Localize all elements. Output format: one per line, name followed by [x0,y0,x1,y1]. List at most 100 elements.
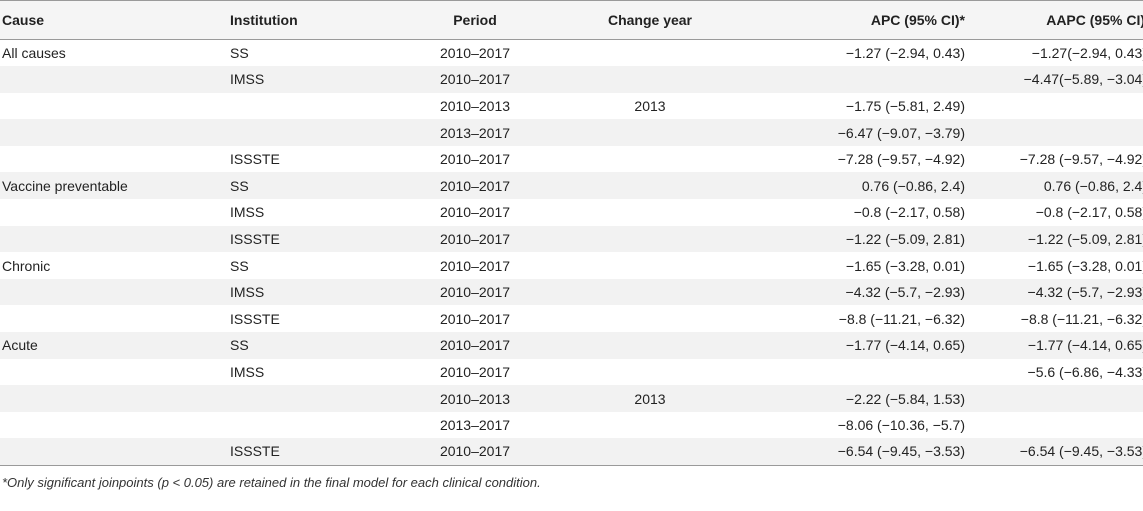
cell-apc: −1.65 (−3.28, 0.01) [845,257,965,274]
cell-change-year [570,199,730,226]
cell-change-year [570,146,730,173]
cell-institution [230,385,380,412]
cell-apc: −4.32 (−5.7, −2.93) [730,278,965,306]
cell-institution: SS [230,172,380,200]
table-row: ISSSTE 2010–2017 −6.54 (−9.45, −3.53) −6.54… [0,438,1143,466]
table-row: 2013–2017 −6.47 (−9.07, −3.79) [0,119,1143,146]
cell-cause [0,146,230,173]
cell-apc: −2.22 (−5.84, 1.53) [730,385,965,412]
table-row: Chronic SS 2010–2017 −1.65 (−3.28, 0.01) −1.… [0,252,1143,279]
cell-aapc [965,93,1143,120]
cell-aapc: −4.47(−5.89, −3.04) [965,66,1143,93]
header-period: Period [380,0,570,40]
cell-change-year [570,252,730,279]
cell-cause [0,199,230,226]
cell-aapc: −7.28 (−9.57, −4.92) [1019,151,1143,168]
cell-cause [0,66,230,93]
cell-apc: −1.75 (−5.81, 2.49) [845,97,965,114]
cell-aapc: −1.27(−2.94, 0.43) [1031,45,1143,62]
cell-institution: ISSSTE [230,310,280,327]
cell-change-year [570,40,730,67]
cell-apc: −1.27 (−2.94, 0.43) [845,45,965,62]
table-footnote: *Only significant joinpoints (p < 0.05) … [2,474,541,490]
cell-change-year [570,438,730,466]
cell-institution [230,93,380,120]
cell-institution: IMSS [230,278,380,306]
cell-change-year [570,332,730,359]
cell-aapc: −0.8 (−2.17, 0.58) [1035,204,1143,221]
table-row: 2010–2013 2013 −1.75 (−5.81, 2.49) [0,93,1143,120]
cell-aapc: 0.76 (−0.86, 2.4) [965,172,1143,200]
cell-period: 2010–2017 [439,45,511,62]
header-row: Cause Institution Period Change year APC… [0,0,1143,40]
cell-period: 2013–2017 [439,417,511,434]
cell-aapc: −1.77 (−4.14, 0.65) [965,332,1143,359]
table-row: Acute SS 2010–2017 −1.77 (−4.14, 0.65) −1.77… [0,332,1143,359]
cell-institution: IMSS [230,204,265,221]
cell-change-year [570,278,730,306]
cell-period: 2010–2013 [380,385,570,412]
cell-cause [0,438,230,466]
cell-institution: IMSS [230,66,380,93]
cell-change-year [570,412,730,439]
table-row: 2010–2013 2013 −2.22 (−5.84, 1.53) [0,385,1143,412]
cell-cause [0,93,230,120]
table-row: ISSSTE 2010–2017 −8.8 (−11.21, −6.32) −8.8 … [0,305,1143,332]
cell-aapc [965,412,1143,439]
cell-apc: −6.47 (−9.07, −3.79) [730,119,965,146]
header-aapc: AAPC (95% CI) [965,0,1143,40]
table-row: All causes SS 2010–2017 −1.27 (−2.94, 0.43)… [0,40,1143,67]
cell-change-year [570,172,730,200]
cell-cause [0,305,230,332]
table-row: ISSSTE 2010–2017 −1.22 (−5.09, 2.81) −1.22 … [0,225,1143,253]
cell-aapc [965,119,1143,146]
cell-cause: All causes [2,45,66,62]
cell-institution: ISSSTE [230,151,280,168]
cell-aapc: −5.6 (−6.86, −4.33) [1027,363,1143,380]
cell-change-year [570,225,730,253]
cell-period: 2010–2017 [439,310,511,327]
cell-institution: SS [230,257,249,274]
cell-cause [0,385,230,412]
cell-change-year [570,359,730,386]
cell-apc [730,66,965,93]
table-row: IMSS 2010–2017 −0.8 (−2.17, 0.58) −0.8 (−2.… [0,199,1143,226]
table-header: Cause Institution Period Change year APC… [0,0,1143,40]
cell-apc: −0.8 (−2.17, 0.58) [853,204,965,221]
cell-cause [0,225,230,253]
cell-period: 2013–2017 [380,119,570,146]
cell-cause: Chronic [2,257,51,274]
table-row: ISSSTE 2010–2017 −7.28 (−9.57, −4.92) −7.28… [0,146,1143,173]
cell-period: 2010–2017 [380,66,570,93]
cell-apc [730,359,965,386]
cell-institution: ISSSTE [230,225,380,253]
cell-apc: −7.28 (−9.57, −4.92) [837,151,965,168]
cell-aapc: −4.32 (−5.7, −2.93) [965,278,1143,306]
table-row: IMSS 2010–2017 −4.32 (−5.7, −2.93) −4.32 (−… [0,278,1143,306]
cell-apc: −1.22 (−5.09, 2.81) [730,225,965,253]
cell-apc: −6.54 (−9.45, −3.53) [730,438,965,466]
cell-aapc: −1.65 (−3.28, 0.01) [1027,257,1143,274]
cell-cause [0,412,230,439]
cell-cause [0,278,230,306]
table-row: IMSS 2010–2017 −4.47(−5.89, −3.04) [0,66,1143,93]
cell-change-year [570,119,730,146]
table-row: IMSS 2010–2017 −5.6 (−6.86, −4.33) [0,359,1143,386]
cell-cause [0,359,230,386]
header-cause: Cause [0,0,230,40]
cell-institution: IMSS [230,363,265,380]
cell-aapc [965,385,1143,412]
results-table: Cause Institution Period Change year APC… [0,0,1143,466]
cell-change-year: 2013 [634,97,666,114]
table-row: Vaccine preventable SS 2010–2017 0.76 (−0.8… [0,172,1143,200]
table-body: All causes SS 2010–2017 −1.27 (−2.94, 0.43)… [0,40,1143,466]
cell-institution: ISSSTE [230,438,380,466]
cell-apc: −8.8 (−11.21, −6.32) [838,310,965,327]
cell-change-year: 2013 [570,385,730,412]
cell-institution: SS [230,45,249,62]
cell-institution [230,119,380,146]
cell-period: 2010–2017 [380,278,570,306]
cell-change-year [570,66,730,93]
cell-period: 2010–2017 [380,225,570,253]
